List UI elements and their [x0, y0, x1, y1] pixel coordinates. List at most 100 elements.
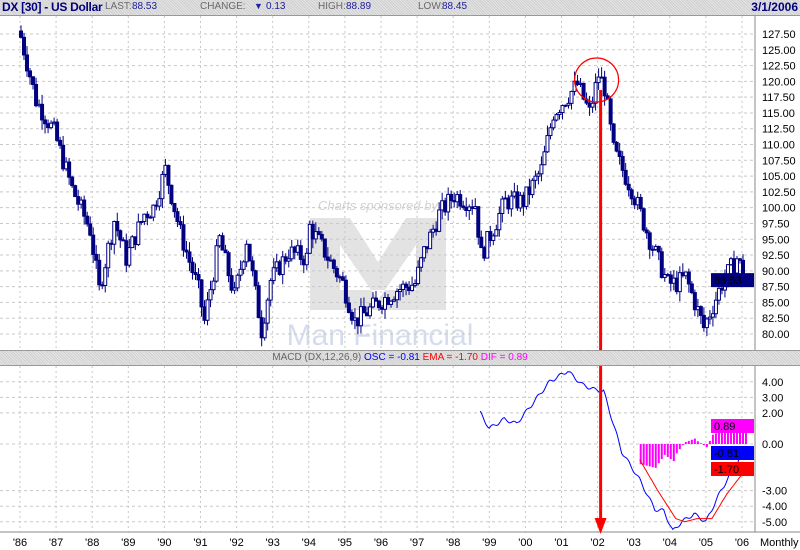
- candle-body: [395, 291, 400, 301]
- candle-body: [569, 90, 574, 104]
- dif-histogram-bar: [738, 425, 741, 444]
- low-value: 88.45: [442, 1, 468, 12]
- macd-tick-label: 4.00: [762, 377, 783, 389]
- dif-histogram-bar: [690, 439, 693, 444]
- candle-body: [106, 242, 111, 269]
- candle-body: [677, 272, 682, 293]
- candle-body: [413, 283, 418, 286]
- x-tick-label: '05: [699, 537, 713, 549]
- candle-body: [617, 150, 622, 157]
- change-value: 0.13: [266, 1, 286, 12]
- candle-body: [370, 297, 375, 308]
- dif-value-badge: [711, 419, 754, 433]
- candle-body: [608, 98, 613, 125]
- candle-body: [247, 243, 252, 262]
- x-tick-label: '98: [446, 537, 460, 549]
- candle-body: [94, 253, 99, 261]
- dif-histogram-bar: [660, 444, 663, 460]
- candle-body: [737, 258, 742, 261]
- y-tick-label: 82.50: [762, 313, 790, 325]
- dif-histogram-bar: [687, 440, 690, 444]
- macd-label-strip: MACD (DX,12,26,9) OSC = -0.81 EMA = -1.7…: [0, 350, 800, 366]
- candle-body: [410, 284, 415, 292]
- y-tick-label: 112.50: [762, 124, 795, 136]
- candle-body: [530, 179, 535, 196]
- watermark-text: Charts sponsored by: [318, 198, 439, 213]
- candle-body: [557, 112, 562, 116]
- candle-body: [710, 313, 715, 318]
- y-tick-label: 122.50: [762, 61, 796, 73]
- y-tick-label: 125.00: [762, 45, 796, 57]
- dif-value-badge-text: 0.89: [714, 421, 735, 433]
- x-tick-label: '88: [85, 537, 99, 549]
- ema-value-badge: [711, 462, 754, 476]
- candle-body: [127, 247, 132, 266]
- candle-body: [316, 231, 321, 235]
- macd-tick-label: -5.00: [762, 517, 787, 529]
- annotation-circle: [574, 57, 620, 103]
- candle-body: [139, 220, 144, 223]
- dif-histogram-bar: [672, 444, 675, 462]
- x-tick-label: '95: [338, 537, 352, 549]
- x-tick-label: '01: [554, 537, 568, 549]
- y-tick-label: 110.00: [762, 140, 795, 152]
- dif-histogram-bar: [684, 442, 687, 444]
- candle-body: [325, 256, 330, 261]
- candle-body: [214, 245, 219, 282]
- candle-body: [692, 292, 697, 311]
- x-tick-label: '91: [193, 537, 207, 549]
- candle-body: [349, 311, 354, 321]
- low-label: LOW:: [418, 1, 444, 12]
- candle-body: [298, 245, 303, 260]
- y-tick-label: 92.50: [762, 250, 790, 262]
- candle-body: [172, 202, 177, 213]
- candle-body: [70, 176, 75, 187]
- candle-body: [542, 151, 547, 166]
- candle-body: [190, 261, 195, 274]
- candle-body: [446, 193, 451, 213]
- candle-body: [611, 123, 616, 143]
- dif-histogram-bar: [708, 440, 711, 444]
- x-tick-label: '99: [482, 537, 496, 549]
- candle-body: [181, 224, 186, 251]
- candle-body: [539, 164, 544, 175]
- candle-body: [343, 279, 348, 304]
- dif-histogram-bar: [726, 430, 729, 444]
- osc-line: [479, 371, 746, 531]
- high-label: HIGH:: [318, 1, 346, 12]
- dif-histogram-bar: [675, 444, 678, 454]
- candle-body: [509, 195, 514, 210]
- dif-histogram-bar: [729, 429, 732, 444]
- candle-body: [19, 30, 23, 38]
- candle-body: [262, 322, 267, 339]
- y-tick-label: 115.00: [762, 108, 795, 120]
- candle-body: [596, 76, 601, 84]
- candle-body: [707, 316, 712, 320]
- macd-tick-label: 3.00: [762, 392, 783, 404]
- dif-histogram-bar: [645, 444, 648, 466]
- dif-histogram-bar: [732, 427, 735, 444]
- y-tick-label: 97.50: [762, 218, 790, 230]
- candle-body: [376, 300, 381, 309]
- candle-body: [644, 229, 649, 234]
- candle-body: [623, 169, 628, 185]
- candle-body: [641, 208, 646, 231]
- candle-body: [142, 213, 147, 222]
- candle-body: [545, 135, 550, 153]
- candle-body: [118, 230, 123, 241]
- dif-histogram-bar: [742, 427, 744, 444]
- candle-body: [97, 259, 102, 286]
- candle-body: [704, 318, 709, 329]
- candle-body: [590, 102, 595, 108]
- candle-body: [373, 297, 378, 302]
- candle-body: [331, 259, 336, 269]
- x-tick-label: '90: [157, 537, 171, 549]
- last-value-badge-text: 88.53: [714, 275, 742, 287]
- candle-body: [419, 257, 424, 268]
- candle-body: [40, 103, 45, 121]
- candle-body: [280, 256, 285, 275]
- candle-body: [43, 119, 48, 125]
- candle-body: [25, 54, 30, 72]
- candle-body: [449, 193, 454, 202]
